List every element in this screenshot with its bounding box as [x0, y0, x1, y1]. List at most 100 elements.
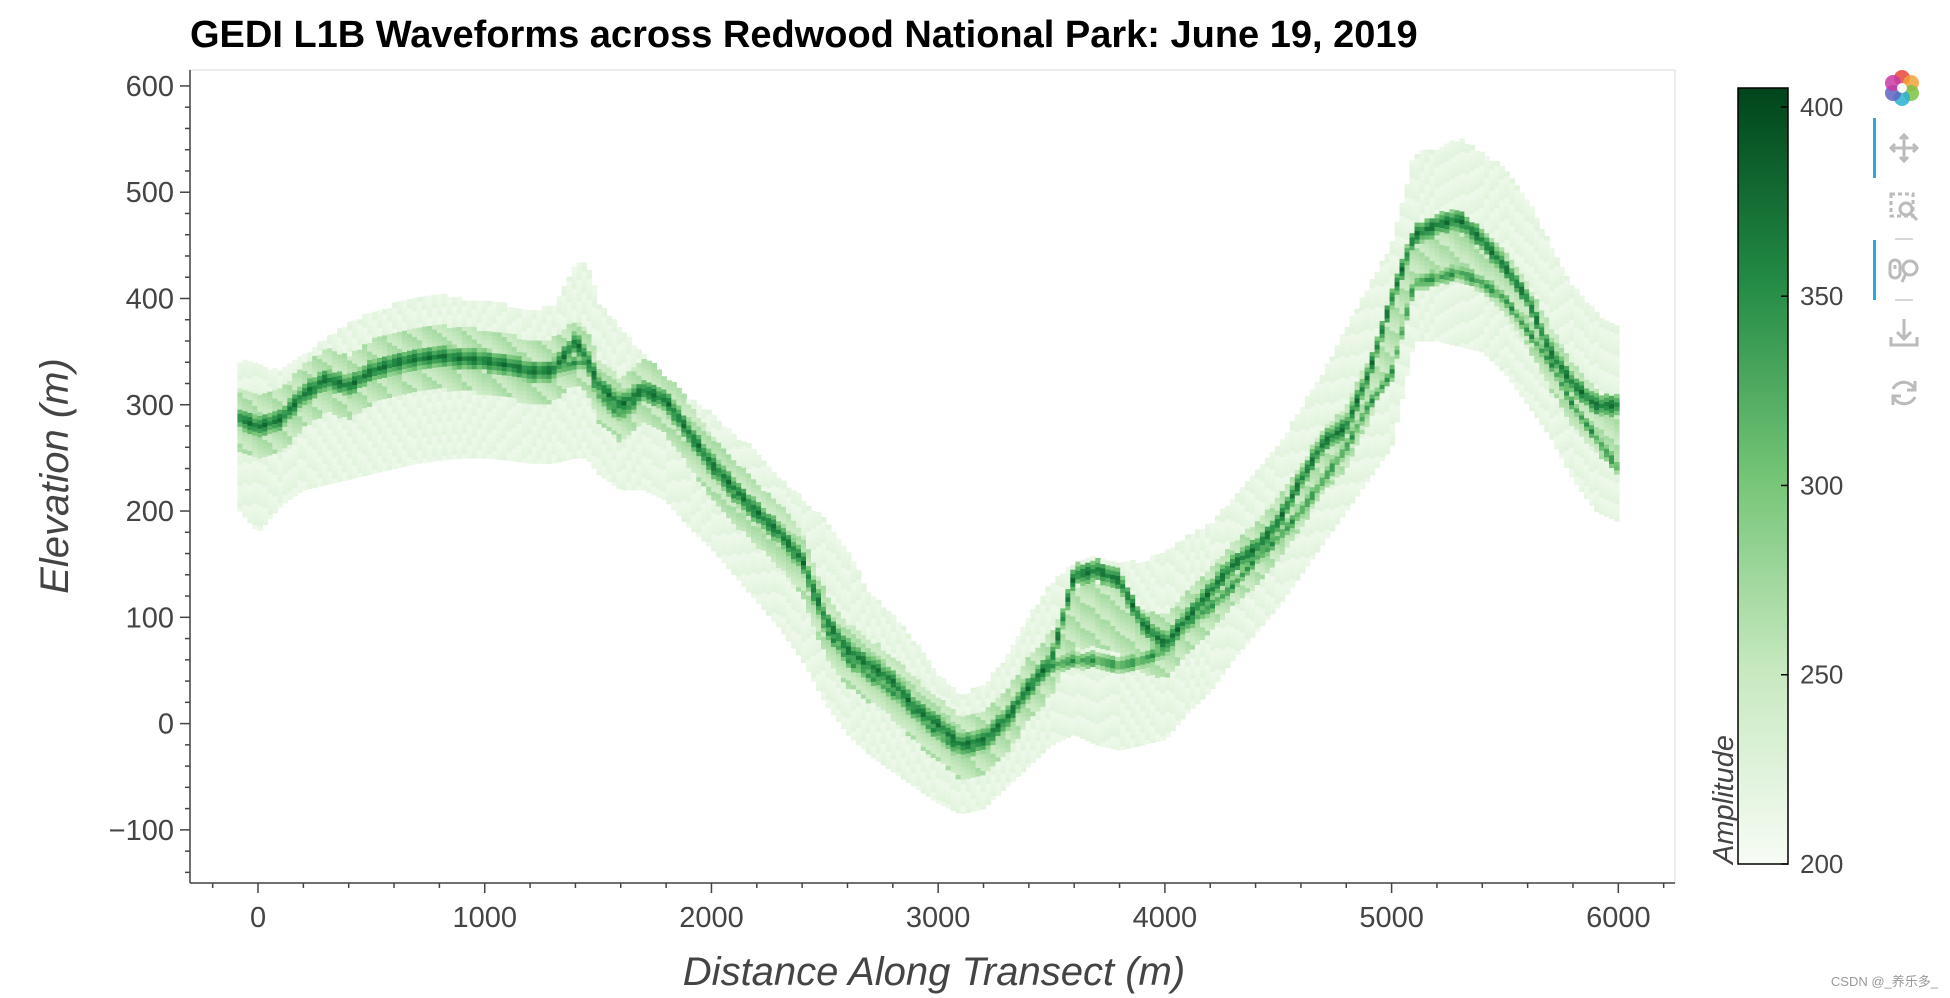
heatmap-cell	[656, 369, 662, 375]
heatmap-cell	[756, 501, 762, 507]
heatmap-cell	[845, 730, 852, 736]
heatmap-cell	[421, 351, 428, 357]
heatmap-cell	[337, 421, 343, 427]
heatmap-cell	[272, 487, 278, 492]
heatmap-cell	[845, 620, 852, 626]
heatmap-cell	[666, 427, 672, 432]
heatmap-cell	[816, 524, 822, 530]
heatmap-cell	[471, 343, 478, 348]
heatmap-cell	[461, 321, 468, 327]
heatmap-cell	[571, 288, 578, 294]
waveform-column	[267, 369, 273, 520]
heatmap-cell	[711, 482, 717, 488]
heatmap-cell	[641, 379, 647, 385]
heatmap-cell	[307, 458, 313, 464]
heatmap-cell	[506, 311, 513, 317]
heatmap-cell	[397, 352, 403, 358]
heatmap-cell	[471, 398, 478, 404]
heatmap-cell	[890, 631, 897, 637]
heatmap-cell	[626, 426, 632, 431]
heatmap-cell	[426, 355, 433, 361]
heatmap-cell	[426, 363, 433, 369]
heatmap-cell	[342, 458, 348, 464]
heatmap-cell	[840, 677, 847, 683]
heatmap-cell	[521, 385, 528, 391]
heatmap-cell	[471, 389, 478, 395]
heatmap-cell	[481, 419, 488, 425]
heatmap-cell	[387, 422, 393, 428]
heatmap-cell	[651, 439, 657, 445]
heatmap-cell	[895, 766, 902, 772]
heatmap-cell	[860, 732, 867, 737]
heatmap-cell	[811, 604, 817, 610]
heatmap-cell	[571, 373, 578, 379]
heatmap-cell	[362, 360, 368, 366]
heatmap-cell	[821, 551, 827, 556]
heatmap-cell	[721, 486, 727, 491]
heatmap-cell	[596, 368, 603, 374]
heatmap-cell	[641, 371, 647, 376]
waveform-column	[791, 490, 797, 649]
heatmap-cell	[252, 494, 258, 500]
heatmap-cell	[501, 425, 508, 431]
heatmap-cell	[407, 388, 413, 394]
heatmap-cell	[431, 324, 438, 330]
heatmap-cell	[651, 371, 657, 377]
heatmap-cell	[766, 500, 772, 506]
heatmap-cell	[287, 388, 293, 394]
heatmap-cell	[362, 471, 368, 477]
heatmap-cell	[392, 336, 398, 342]
waveform-column	[696, 404, 702, 537]
heatmap-cell	[416, 309, 423, 315]
heatmap-cell	[661, 431, 667, 437]
heatmap-cell	[526, 458, 533, 464]
heatmap-cell	[880, 624, 887, 630]
heatmap-cell	[287, 397, 293, 403]
heatmap-cell	[781, 548, 787, 554]
heatmap-cell	[242, 482, 248, 488]
heatmap-cell	[332, 371, 338, 377]
heatmap-cell	[830, 654, 837, 660]
heatmap-cell	[850, 633, 857, 639]
heatmap-cell	[436, 353, 443, 359]
heatmap-cell	[342, 386, 348, 392]
heatmap-cell	[646, 377, 652, 383]
heatmap-cell	[501, 310, 508, 316]
heatmap-cell	[721, 524, 727, 530]
heatmap-cell	[875, 680, 882, 686]
heatmap-cell	[880, 645, 887, 651]
heatmap-cell	[486, 454, 493, 459]
heatmap-cell	[895, 660, 902, 666]
heatmap-cell	[736, 524, 742, 530]
heatmap-cell	[531, 339, 538, 345]
heatmap-cell	[516, 355, 523, 361]
heatmap-cell	[796, 565, 802, 571]
heatmap-cell	[377, 454, 383, 460]
heatmap-cell	[830, 569, 837, 575]
heatmap-cell	[741, 449, 747, 455]
heatmap-cell	[816, 686, 822, 692]
heatmap-cell	[746, 574, 752, 580]
heatmap-cell	[845, 692, 852, 698]
heatmap-cell	[387, 456, 393, 462]
heatmap-cell	[895, 754, 902, 759]
heatmap-cell	[686, 429, 692, 435]
heatmap-cell	[357, 370, 363, 376]
heatmap-cell	[661, 401, 667, 407]
heatmap-cell	[641, 473, 647, 478]
heatmap-cell	[601, 414, 608, 420]
heatmap-cell	[496, 404, 503, 409]
heatmap-cell	[721, 494, 727, 500]
heatmap-cell	[262, 511, 268, 517]
waveform-column	[481, 300, 488, 459]
heatmap-cell	[466, 334, 473, 340]
heatmap-cell	[421, 364, 428, 370]
heatmap-cell	[412, 429, 418, 435]
heatmap-cell	[796, 493, 802, 499]
heatmap-cell	[566, 302, 573, 307]
heatmap-cell	[835, 559, 842, 565]
heatmap-cell	[436, 455, 443, 461]
heatmap-cell	[671, 488, 677, 494]
heatmap-cell	[726, 457, 732, 463]
heatmap-cell	[641, 400, 647, 406]
